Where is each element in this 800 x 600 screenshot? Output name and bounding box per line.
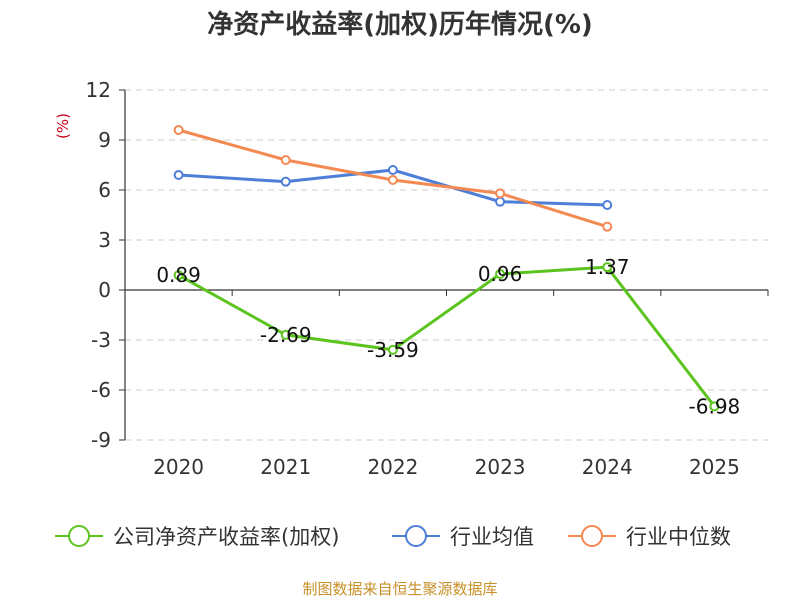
series-1-point-2020 (173, 170, 184, 180)
data-label-2020: 0.89 (156, 263, 201, 287)
series-0-point-2021 (280, 329, 291, 340)
legend: 公司净资产收益率(加权) 行业均值 行业中位数 (55, 525, 731, 549)
legend-marker-1 (405, 525, 427, 547)
data-label-2022: -3.59 (367, 338, 419, 362)
series-1-point-2024 (602, 200, 613, 210)
legend-marker-2 (581, 525, 603, 547)
series-1-point-2021 (280, 176, 291, 187)
data-label-2023: 0.96 (478, 262, 523, 286)
series-0-point-2022 (387, 344, 398, 355)
y-axis-label: (%) (54, 113, 72, 139)
data-label-2025: -6.98 (689, 394, 741, 418)
x-tick-label-2022: 2022 (367, 455, 418, 479)
series-layer (173, 125, 720, 412)
series-0-point-2020 (173, 270, 184, 281)
series-0-point-2025 (709, 401, 720, 412)
series-2-point-2024 (602, 221, 613, 232)
data-label-2024: 1.37 (585, 255, 630, 279)
series-1-point-2023 (495, 196, 506, 207)
y-tick-label--9: -9 (91, 428, 111, 452)
x-tick-label-2023: 2023 (475, 455, 526, 479)
x-tick-label-2020: 2020 (153, 455, 204, 479)
data-labels-layer: 0.89 -2.69 -3.59 0.96 1.37 -6.98 (156, 255, 740, 418)
x-tick-label-2021: 2021 (260, 455, 311, 479)
series-line-0 (177, 265, 716, 408)
y-tick-label-9: 9 (98, 128, 111, 152)
series-2-point-2022 (387, 175, 398, 185)
x-tick-label-2025: 2025 (689, 455, 740, 479)
legend-marker-0 (68, 525, 90, 547)
series-0-point-2023 (495, 269, 506, 279)
y-tick-label--6: -6 (91, 378, 111, 402)
source-note: 制图数据来自恒生聚源数据库 (302, 580, 497, 598)
series-0-point-2024 (602, 262, 613, 273)
series-1-point-2022 (387, 165, 398, 175)
legend-label-0: 公司净资产收益率(加权) (113, 525, 339, 549)
y-tick-label-0: 0 (98, 278, 111, 302)
legend-label-2: 行业中位数 (626, 525, 731, 549)
chart-title: 净资产收益率(加权)历年情况(%) (207, 9, 593, 40)
x-tick-label-2024: 2024 (582, 455, 633, 479)
grid-layer (125, 89, 768, 441)
series-2-point-2023 (495, 188, 506, 199)
series-2-point-2020 (173, 125, 184, 135)
data-label-2021: -2.69 (260, 323, 312, 347)
axes-layer: 12 9 6 3 0 -3 -6 -9 2020 2021 2022 2023 2024 2025 (86, 78, 769, 479)
legend-label-1: 行业均值 (450, 525, 534, 549)
y-tick-label-3: 3 (98, 228, 111, 252)
y-tick-label-12: 12 (86, 78, 111, 102)
y-tick-label--3: -3 (91, 328, 111, 352)
series-2-point-2021 (280, 155, 291, 165)
y-tick-label-6: 6 (98, 178, 111, 202)
